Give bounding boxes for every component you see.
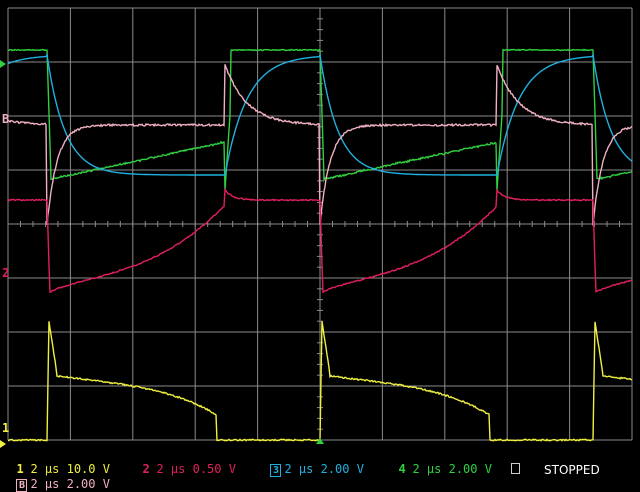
ch3-scale: 2.00 V: [321, 462, 364, 476]
acquisition-state: STOPPED: [544, 463, 600, 477]
ch2-timebase: 2 μs: [156, 462, 185, 476]
ch3-status: 32 μs 2.00 V: [256, 448, 364, 477]
oscilloscope-display: [0, 0, 640, 480]
channel-2-marker: 2: [2, 266, 9, 280]
ch4-scale: 2.00 V: [449, 462, 492, 476]
trigger-level-arrow-icon: [0, 60, 6, 68]
trigger-position-arrow-icon: [316, 438, 324, 444]
ch3-timebase: 2 μs: [284, 462, 313, 476]
math-timebase: 2 μs: [30, 477, 59, 491]
ch4-number: 4: [398, 462, 412, 476]
ch2-number: 2: [142, 462, 156, 476]
math-number: B: [16, 479, 27, 492]
ch3-number: 3: [270, 464, 281, 477]
ch4-status: 42 μs 2.00 V: [384, 448, 492, 476]
ch4-timebase: 2 μs: [412, 462, 441, 476]
math-scale: 2.00 V: [67, 477, 110, 491]
ch2-scale: 0.50 V: [193, 462, 236, 476]
channel-b-marker: B: [2, 112, 9, 126]
ground-ch1-arrow-icon: [0, 440, 6, 448]
channel-1-marker: 1: [2, 421, 9, 435]
stop-square-icon: [511, 463, 520, 474]
math-status: B2 μs 2.00 V: [2, 463, 110, 492]
ch2-status: 22 μs 0.50 V: [128, 448, 236, 476]
